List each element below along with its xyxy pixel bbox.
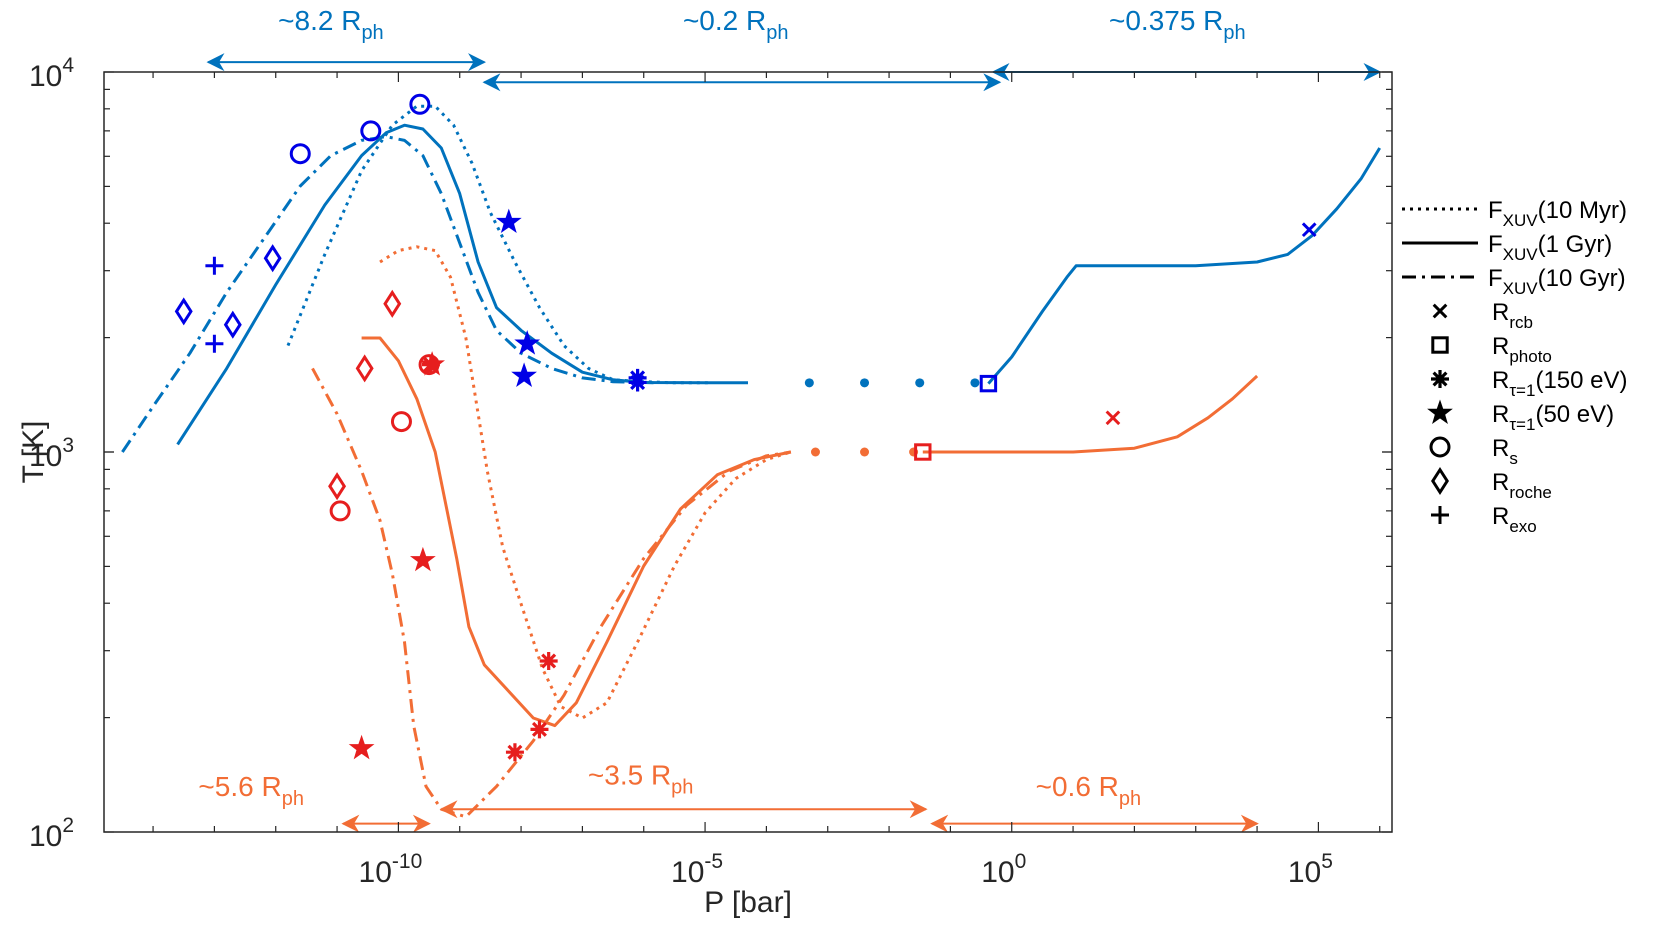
y-tick-label: 102: [29, 814, 74, 853]
series-blue-upper-10gyr: [121, 135, 657, 453]
legend-symbol-plus: [1431, 506, 1449, 524]
legend-label: FXUV(10 Gyr): [1488, 265, 1626, 298]
marker-circle: [289, 143, 311, 165]
legend-symbol-cross: [1432, 303, 1448, 319]
series-dot: [915, 378, 925, 388]
marker-circle: [390, 411, 412, 433]
legend-label: Rτ=1(50 eV): [1492, 401, 1614, 434]
marker-circle: [360, 120, 382, 142]
marker-asterisk: [421, 355, 440, 374]
marker-circle: [329, 500, 351, 522]
series-orange-deep: [922, 374, 1259, 454]
y-tick-label: 103: [29, 434, 74, 473]
legend-label: FXUV(10 Myr): [1488, 197, 1627, 230]
x-axis-label: P [bar]: [704, 886, 792, 919]
series-orange-upper-1gyr: [361, 336, 792, 728]
legend-entry: FXUV(1 Gyr): [1402, 231, 1612, 264]
range-label: ~0.6 Rph: [1036, 771, 1142, 810]
legend-label: FXUV(1 Gyr): [1488, 231, 1612, 264]
marker-star: [514, 330, 541, 355]
legend-symbol-star: [1427, 399, 1453, 424]
marker-star: [409, 546, 436, 572]
series-orange-upper-10myr: [379, 245, 792, 720]
series-dot: [860, 378, 870, 388]
series-dot: [804, 378, 814, 388]
series-blue-upper-1gyr: [176, 123, 748, 446]
legend-entry: Rτ=1(50 eV): [1427, 399, 1614, 434]
marker-diamond: [223, 310, 242, 339]
range-label: ~3.5 Rph: [588, 760, 694, 799]
marker-square: [914, 443, 932, 461]
marker-diamond: [328, 472, 347, 501]
legend-entry: Rexo: [1431, 503, 1537, 536]
legend-entry: Rrcb: [1432, 299, 1533, 332]
legend-entry: FXUV(10 Gyr): [1402, 265, 1626, 298]
series-blue-deep: [987, 147, 1381, 385]
legend-label: Rrcb: [1492, 299, 1533, 332]
range-label: ~8.2 Rph: [278, 5, 384, 44]
range-label: ~0.375 Rph: [1109, 5, 1246, 44]
plot-area: [104, 72, 1392, 832]
marker-diamond: [263, 244, 282, 273]
x-tick-label: 100: [981, 850, 1026, 889]
marker-cross: [1105, 410, 1121, 426]
legend-label: Rexo: [1492, 503, 1537, 536]
axes-layer: 10-10 10-5 100 105 102 103 104: [29, 54, 1393, 889]
legend-entry: Rroche: [1431, 466, 1552, 502]
legend-symbol-diamond: [1431, 466, 1449, 496]
series-orange-upper-10gyr: [311, 367, 792, 819]
marker-layer: [174, 93, 1317, 762]
marker-star: [495, 208, 522, 234]
x-tick-label: 105: [1288, 850, 1333, 889]
series-dot: [970, 378, 980, 388]
legend-label: Rroche: [1492, 469, 1552, 502]
legend-symbol-asterisk: [1431, 370, 1449, 388]
marker-star: [348, 734, 375, 760]
marker-diamond: [355, 354, 374, 383]
y-tick-label: 104: [29, 54, 74, 93]
marker-diamond: [383, 289, 402, 318]
marker-asterisk: [505, 743, 524, 762]
legend-symbol-square: [1431, 336, 1449, 354]
marker-plus: [205, 334, 224, 353]
x-tick-label: 10-5: [671, 850, 723, 889]
range-label: ~0.2 Rph: [683, 5, 789, 44]
y-axis-label: T [K]: [17, 421, 50, 484]
marker-plus: [205, 256, 224, 275]
marker-asterisk: [539, 652, 558, 670]
legend-entry: FXUV(10 Myr): [1402, 197, 1627, 230]
marker-asterisk: [628, 373, 647, 392]
series-dot: [860, 447, 870, 457]
marker-square: [979, 374, 998, 393]
marker-star: [511, 362, 537, 387]
legend-entry: Rτ=1(150 eV): [1431, 367, 1628, 400]
x-tick-label: 10-10: [359, 850, 423, 889]
legend-label: Rphoto: [1492, 333, 1552, 366]
series-layer: [121, 104, 1381, 819]
legend-symbol-circle: [1429, 436, 1451, 458]
marker-diamond: [174, 297, 193, 326]
marker-cross: [1301, 222, 1317, 238]
marker-asterisk: [530, 720, 549, 739]
range-label: ~5.6 Rph: [198, 771, 304, 810]
series-blue-upper-10myr: [286, 104, 712, 385]
legend-entry: Rs: [1429, 435, 1518, 468]
marker-circle: [409, 93, 431, 115]
legend-label: Rs: [1492, 435, 1518, 468]
series-dot: [810, 447, 820, 457]
legend: FXUV(10 Myr)FXUV(1 Gyr)FXUV(10 Gyr)RrcbR…: [1402, 197, 1628, 536]
legend-label: Rτ=1(150 eV): [1492, 367, 1628, 400]
legend-entry: Rphoto: [1431, 333, 1552, 366]
series-blue-dots: [804, 378, 980, 388]
